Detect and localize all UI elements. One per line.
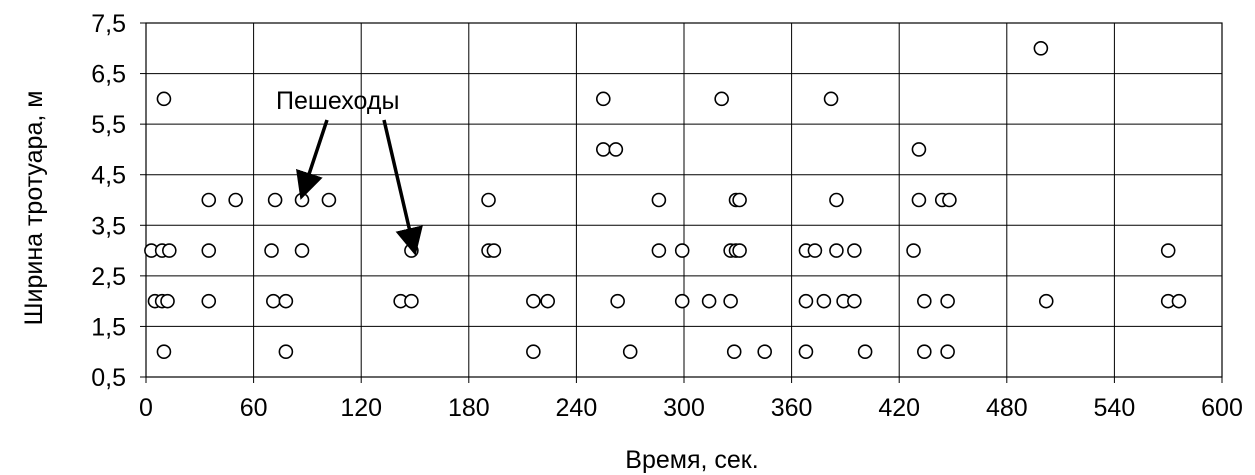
data-points (144, 40, 1187, 360)
data-point (266, 293, 281, 309)
data-point (714, 91, 729, 107)
x-tick-label: 180 (448, 394, 490, 422)
data-point (917, 293, 932, 309)
data-point (201, 243, 217, 258)
data-point (404, 293, 419, 309)
x-tick-label: 540 (1094, 394, 1136, 422)
data-point (674, 293, 690, 309)
data-point (595, 91, 611, 107)
data-point (264, 243, 279, 258)
data-point (829, 192, 844, 208)
data-point (857, 344, 873, 360)
data-point (294, 243, 310, 258)
data-point (942, 192, 957, 208)
x-axis-title: Время, сек. (625, 446, 758, 474)
data-point (917, 344, 932, 360)
annotation-label: Пешеходы (276, 87, 399, 115)
plot-frame (145, 22, 1223, 378)
data-point (701, 293, 717, 309)
data-point (798, 293, 814, 309)
x-tick-label: 300 (663, 394, 705, 422)
data-point (622, 344, 638, 360)
data-point (481, 192, 496, 208)
y-tick-label: 4,5 (91, 162, 126, 190)
y-axis-title: Ширина тротуара, м (20, 91, 48, 326)
y-tick-label: 1,5 (91, 313, 126, 341)
x-tick-label: 60 (240, 394, 268, 422)
data-point (608, 142, 624, 157)
data-point (1038, 293, 1054, 309)
annotation-arrow (296, 119, 329, 200)
data-point (651, 243, 667, 258)
data-point (278, 344, 294, 360)
y-tick-label: 2,5 (91, 263, 126, 291)
annotation: Пешеходы (276, 87, 423, 256)
y-tick-label: 5,5 (91, 111, 126, 139)
data-point (798, 344, 814, 360)
plot-area-border (145, 22, 1223, 378)
data-point (156, 344, 172, 360)
data-point (940, 344, 955, 360)
data-point (651, 192, 667, 208)
data-point (595, 142, 611, 157)
data-point (278, 293, 294, 309)
x-tick-labels: 0 60 120 180 240 300 360 420 480 540 600 (139, 394, 1243, 422)
data-point (816, 293, 832, 309)
y-tick-label: 6,5 (91, 61, 126, 89)
data-point (160, 293, 175, 309)
data-point (404, 243, 419, 258)
x-tick-label: 420 (878, 394, 920, 422)
data-point (156, 91, 172, 107)
x-tick-label: 0 (139, 394, 153, 422)
data-point (940, 293, 955, 309)
x-tick-label: 120 (340, 394, 382, 422)
data-point (526, 293, 541, 309)
x-tick-label: 480 (986, 394, 1028, 422)
data-point (162, 243, 177, 258)
y-tick-label: 7,5 (91, 10, 126, 38)
data-point (829, 243, 844, 258)
data-point (610, 293, 625, 309)
data-point (847, 243, 862, 258)
data-point (726, 344, 742, 360)
data-point (732, 243, 747, 258)
data-point (201, 192, 217, 208)
data-point (674, 243, 690, 258)
data-point (267, 192, 283, 208)
data-point (540, 293, 556, 309)
data-point (911, 192, 927, 208)
y-tick-labels: 0,5 1,5 2,5 3,5 4,5 5,5 6,5 7,5 (91, 10, 126, 392)
data-point (823, 91, 839, 107)
data-point (906, 243, 921, 258)
data-point (732, 192, 747, 208)
data-point (847, 293, 862, 309)
data-point (201, 293, 217, 309)
x-tick-label: 600 (1201, 394, 1243, 422)
data-point (1171, 293, 1187, 309)
data-point (911, 142, 927, 157)
data-point (486, 243, 502, 258)
x-tick-label: 240 (556, 394, 598, 422)
data-point (1033, 40, 1049, 56)
data-point (228, 192, 243, 208)
y-tick-label: 0,5 (91, 364, 126, 392)
data-point (1160, 243, 1176, 258)
data-point (294, 192, 310, 208)
x-tick-label: 360 (771, 394, 813, 422)
data-point (723, 293, 738, 309)
data-point (526, 344, 541, 360)
data-point (757, 344, 773, 360)
data-point (321, 192, 337, 208)
data-point (807, 243, 823, 258)
y-tick-label: 3,5 (91, 212, 126, 240)
annotation-arrow (382, 119, 423, 256)
